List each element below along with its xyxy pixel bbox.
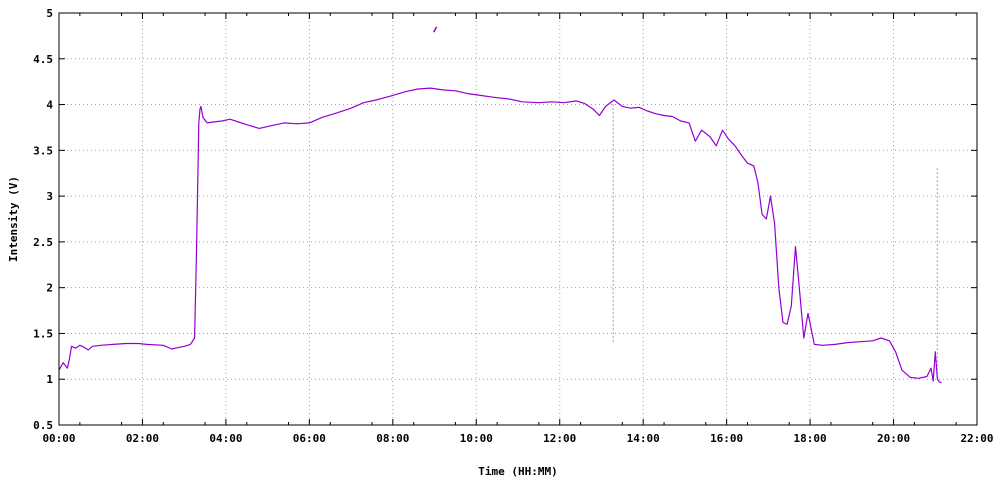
- plot-frame: [58, 12, 978, 426]
- y-tick-label: 2.5: [33, 236, 53, 249]
- y-tick-label: 1: [46, 373, 53, 386]
- y-tick-label: 3.5: [33, 144, 53, 157]
- x-tick-label: 08:00: [376, 432, 409, 445]
- x-axis-label: Time (HH:MM): [478, 465, 557, 478]
- x-tick-label: 02:00: [126, 432, 159, 445]
- intensity-series-line: [58, 87, 942, 384]
- x-tick-label: 22:00: [960, 432, 993, 445]
- x-tick-label: 14:00: [627, 432, 660, 445]
- x-tick-label: 20:00: [877, 432, 910, 445]
- y-tick-label: 0.5: [33, 419, 53, 432]
- x-tick-label: 16:00: [710, 432, 743, 445]
- y-tick-label: 2: [46, 282, 53, 295]
- tick-labels: 00:00 02:00 04:00 06:00 08:00 10:00 12:00 14:00…: [33, 7, 993, 445]
- y-tick-label: 5: [46, 7, 53, 20]
- y-axis-label: Intensity (V): [7, 176, 20, 262]
- x-tick-label: 04:00: [209, 432, 242, 445]
- y-tick-label: 4.5: [33, 53, 53, 66]
- y-tick-label: 4: [46, 99, 53, 112]
- x-tick-label: 12:00: [543, 432, 576, 445]
- x-tick-label: 06:00: [293, 432, 326, 445]
- series-layer: [58, 26, 942, 384]
- y-tick-label: 1.5: [33, 327, 53, 340]
- x-tick-label: 00:00: [42, 432, 75, 445]
- y-tick-label: 3: [46, 190, 53, 203]
- isolated-segment: [433, 26, 438, 33]
- grid-lines: [59, 13, 977, 425]
- x-tick-label: 18:00: [794, 432, 827, 445]
- x-tick-label: 10:00: [460, 432, 493, 445]
